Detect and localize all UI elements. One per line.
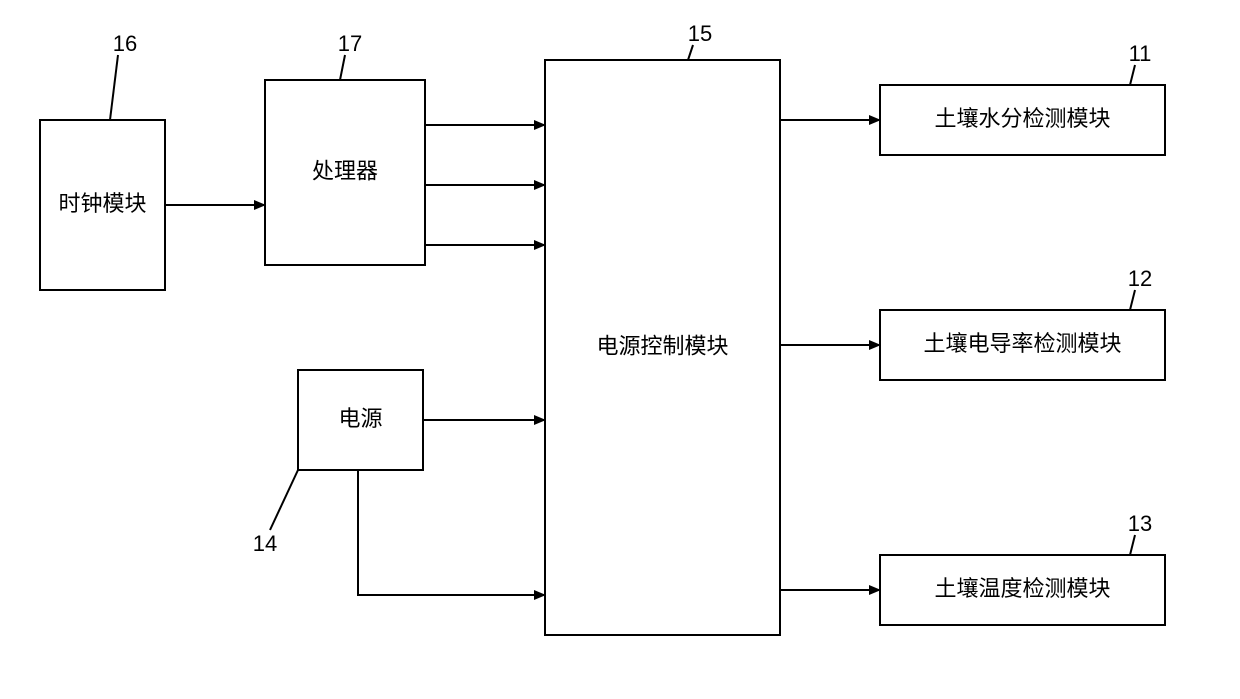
lead-line-n13 [1130, 535, 1135, 555]
lead-line-n17 [340, 55, 345, 80]
node-label-n16: 时钟模块 [58, 191, 146, 216]
lead-line-n14 [270, 470, 298, 530]
node-label-n12: 土壤电导率检测模块 [923, 331, 1121, 356]
node-number-n12: 12 [1128, 266, 1152, 291]
node-label-n11: 土壤水分检测模块 [934, 106, 1110, 131]
node-number-n11: 11 [1129, 41, 1152, 66]
node-number-n17: 17 [338, 31, 362, 56]
node-number-n14: 14 [253, 531, 277, 556]
node-number-n15: 15 [688, 21, 712, 46]
node-label-n13: 土壤温度检测模块 [934, 576, 1110, 601]
lead-line-n11 [1130, 65, 1135, 85]
lead-line-n16 [110, 55, 118, 120]
node-label-n17: 处理器 [312, 158, 378, 183]
node-label-n14: 电源 [338, 406, 382, 431]
lead-line-n15 [688, 45, 693, 60]
node-number-n16: 16 [113, 31, 137, 56]
node-label-n15: 电源控制模块 [596, 333, 728, 358]
node-number-n13: 13 [1128, 511, 1152, 536]
lead-line-n12 [1130, 290, 1135, 310]
edge-e6 [358, 470, 545, 595]
